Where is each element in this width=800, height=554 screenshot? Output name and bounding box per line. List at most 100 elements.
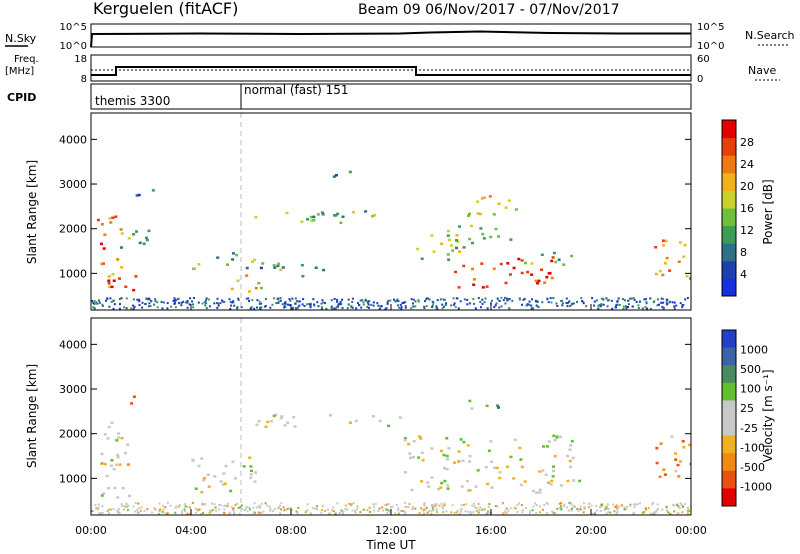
range-cell (254, 286, 258, 290)
clutter-cell (150, 300, 153, 303)
clutter-cell (514, 507, 517, 510)
range-cell (233, 477, 237, 480)
range-cell (224, 464, 228, 468)
range-cell (497, 202, 501, 205)
range-cell (249, 473, 253, 476)
clutter-cell (332, 506, 335, 509)
clutter-cell (112, 507, 115, 510)
clutter-cell (407, 505, 410, 508)
range-cell (682, 446, 686, 449)
range-cell (458, 225, 461, 228)
colorbar-frame (721, 329, 737, 507)
clutter-cell (245, 507, 248, 510)
range-cell (272, 264, 276, 267)
range-cell (112, 279, 116, 282)
range-cell (264, 425, 268, 428)
clutter-cell (237, 297, 240, 300)
station-title: Kerguelen (fitACF) (93, 0, 238, 18)
clutter-cell (626, 506, 629, 508)
range-cell (505, 465, 509, 469)
range-cell (663, 262, 667, 265)
clutter-cell (471, 504, 474, 507)
range-cell (551, 256, 555, 259)
range-cell (100, 242, 103, 246)
clutter-cell (385, 503, 388, 506)
cpid-panel: CPID themis 3300 normal (fast) 151 (7, 83, 692, 110)
range-cell (462, 440, 466, 444)
range-cell (279, 268, 283, 271)
clutter-cell (369, 507, 371, 509)
clutter-cell (388, 509, 391, 512)
clutter-cell (320, 511, 323, 514)
range-cell (439, 486, 443, 489)
noise-sky-trace (90, 30, 691, 48)
clutter-cell (480, 306, 482, 309)
clutter-cell (296, 307, 299, 310)
clutter-cell (476, 507, 478, 510)
clutter-cell (180, 304, 183, 307)
clutter-cell (673, 510, 676, 513)
clutter-cell (324, 302, 327, 305)
clutter-cell (372, 304, 375, 307)
clutter-cell (174, 302, 177, 305)
clutter-cell (560, 300, 563, 302)
range-cell (453, 461, 456, 464)
clutter-cell (268, 505, 271, 508)
clutter-cell (125, 307, 128, 310)
clutter-cell (208, 305, 211, 308)
clutter-cell (467, 510, 470, 513)
clutter-cell (154, 300, 157, 303)
range-cell (245, 274, 249, 277)
clutter-cell (686, 506, 689, 509)
clutter-cell (232, 506, 235, 509)
clutter-cell (625, 305, 627, 308)
range-cell (504, 281, 508, 285)
clutter-cell (417, 299, 420, 302)
clutter-cell (404, 506, 407, 509)
clutter-cell (551, 510, 554, 513)
range-cell (566, 454, 570, 458)
clutter-cell (615, 506, 618, 509)
clutter-cell (481, 302, 484, 305)
range-cell (509, 455, 513, 459)
clutter-cell (532, 307, 535, 310)
clutter-cell (442, 504, 445, 507)
clutter-cell (184, 510, 187, 513)
range-cell (685, 274, 689, 278)
clutter-cell (170, 305, 173, 308)
range-cell (407, 442, 411, 446)
clutter-cell (605, 507, 608, 510)
clutter-cell (250, 306, 253, 309)
range-cell (446, 458, 450, 461)
clutter-cell (597, 304, 600, 307)
clutter-cell (598, 506, 601, 509)
range-cell (430, 447, 434, 450)
clutter-cell (238, 512, 241, 515)
clutter-cell (490, 299, 493, 302)
clutter-cell (203, 301, 206, 304)
clutter-cell (649, 307, 652, 310)
range-cell (535, 491, 539, 494)
clutter-cell (101, 303, 104, 306)
clutter-cell (320, 306, 323, 309)
range-cell (498, 471, 502, 474)
range-cell (403, 437, 407, 440)
noise-right-tick-high: 10^5 (697, 22, 724, 33)
range-cell (110, 459, 114, 462)
range-cell (261, 262, 265, 265)
clutter-cell (636, 503, 639, 506)
clutter-cell (272, 510, 274, 513)
range-cell (661, 244, 665, 247)
range-cell (471, 241, 474, 245)
clutter-cell (258, 505, 261, 508)
range-cell (206, 473, 210, 476)
clutter-cell (433, 504, 436, 507)
clutter-cell (404, 512, 407, 515)
range-cell (465, 479, 469, 483)
clutter-cell (404, 501, 407, 504)
range-cell (202, 478, 206, 482)
range-cell (255, 423, 259, 427)
clutter-cell (202, 503, 205, 506)
range-cell (432, 250, 436, 253)
